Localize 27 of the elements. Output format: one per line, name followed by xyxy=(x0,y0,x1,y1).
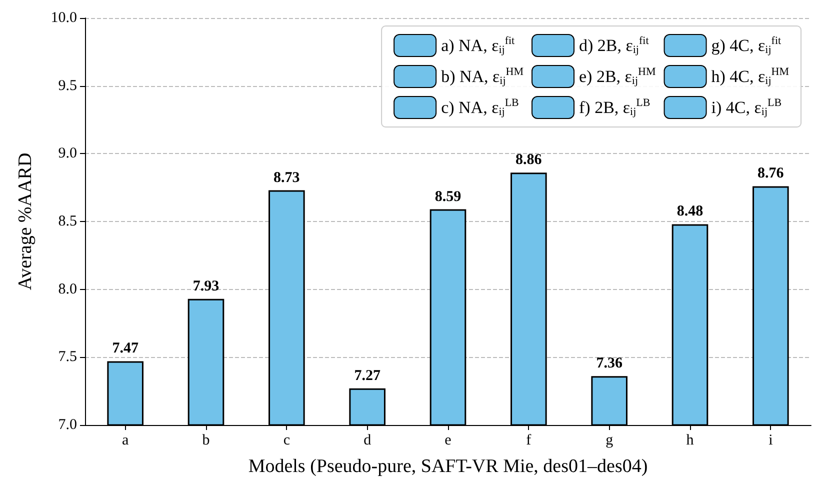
y-tick-label: 7.0 xyxy=(58,417,77,433)
y-axis-title: Average %AARD xyxy=(15,152,36,290)
y-tick-label: 10.0 xyxy=(50,10,77,26)
data-label: 7.47 xyxy=(112,340,139,357)
data-label: 7.93 xyxy=(192,278,220,294)
x-tick-label: d xyxy=(364,432,372,448)
data-label: 8.73 xyxy=(274,170,300,186)
y-tick-label: 9.5 xyxy=(58,78,77,94)
x-tick-label: c xyxy=(283,432,290,448)
x-tick-label: b xyxy=(202,432,210,448)
x-tick-label: g xyxy=(606,432,614,448)
x-tick-label: e xyxy=(444,432,452,448)
data-label: 8.59 xyxy=(434,188,462,205)
data-label: 8.86 xyxy=(516,152,542,168)
x-axis-title: Models (Pseudo-pure, SAFT-VR Mie, des01–des04) xyxy=(248,456,648,477)
x-tick-label: a xyxy=(122,432,129,448)
y-tick-label: 7.5 xyxy=(58,349,77,366)
data-label: 7.36 xyxy=(596,356,623,372)
x-tick-label: i xyxy=(768,432,773,448)
x-tick-label: h xyxy=(686,432,694,448)
data-label: 8.48 xyxy=(676,204,704,220)
y-tick-label: 8.0 xyxy=(58,281,77,298)
y-tick-label: 8.5 xyxy=(58,214,77,230)
data-label: 8.76 xyxy=(758,166,784,182)
data-label: 7.27 xyxy=(354,368,381,384)
x-tick-label: f xyxy=(526,432,532,448)
y-tick-label: 9.0 xyxy=(58,146,77,162)
